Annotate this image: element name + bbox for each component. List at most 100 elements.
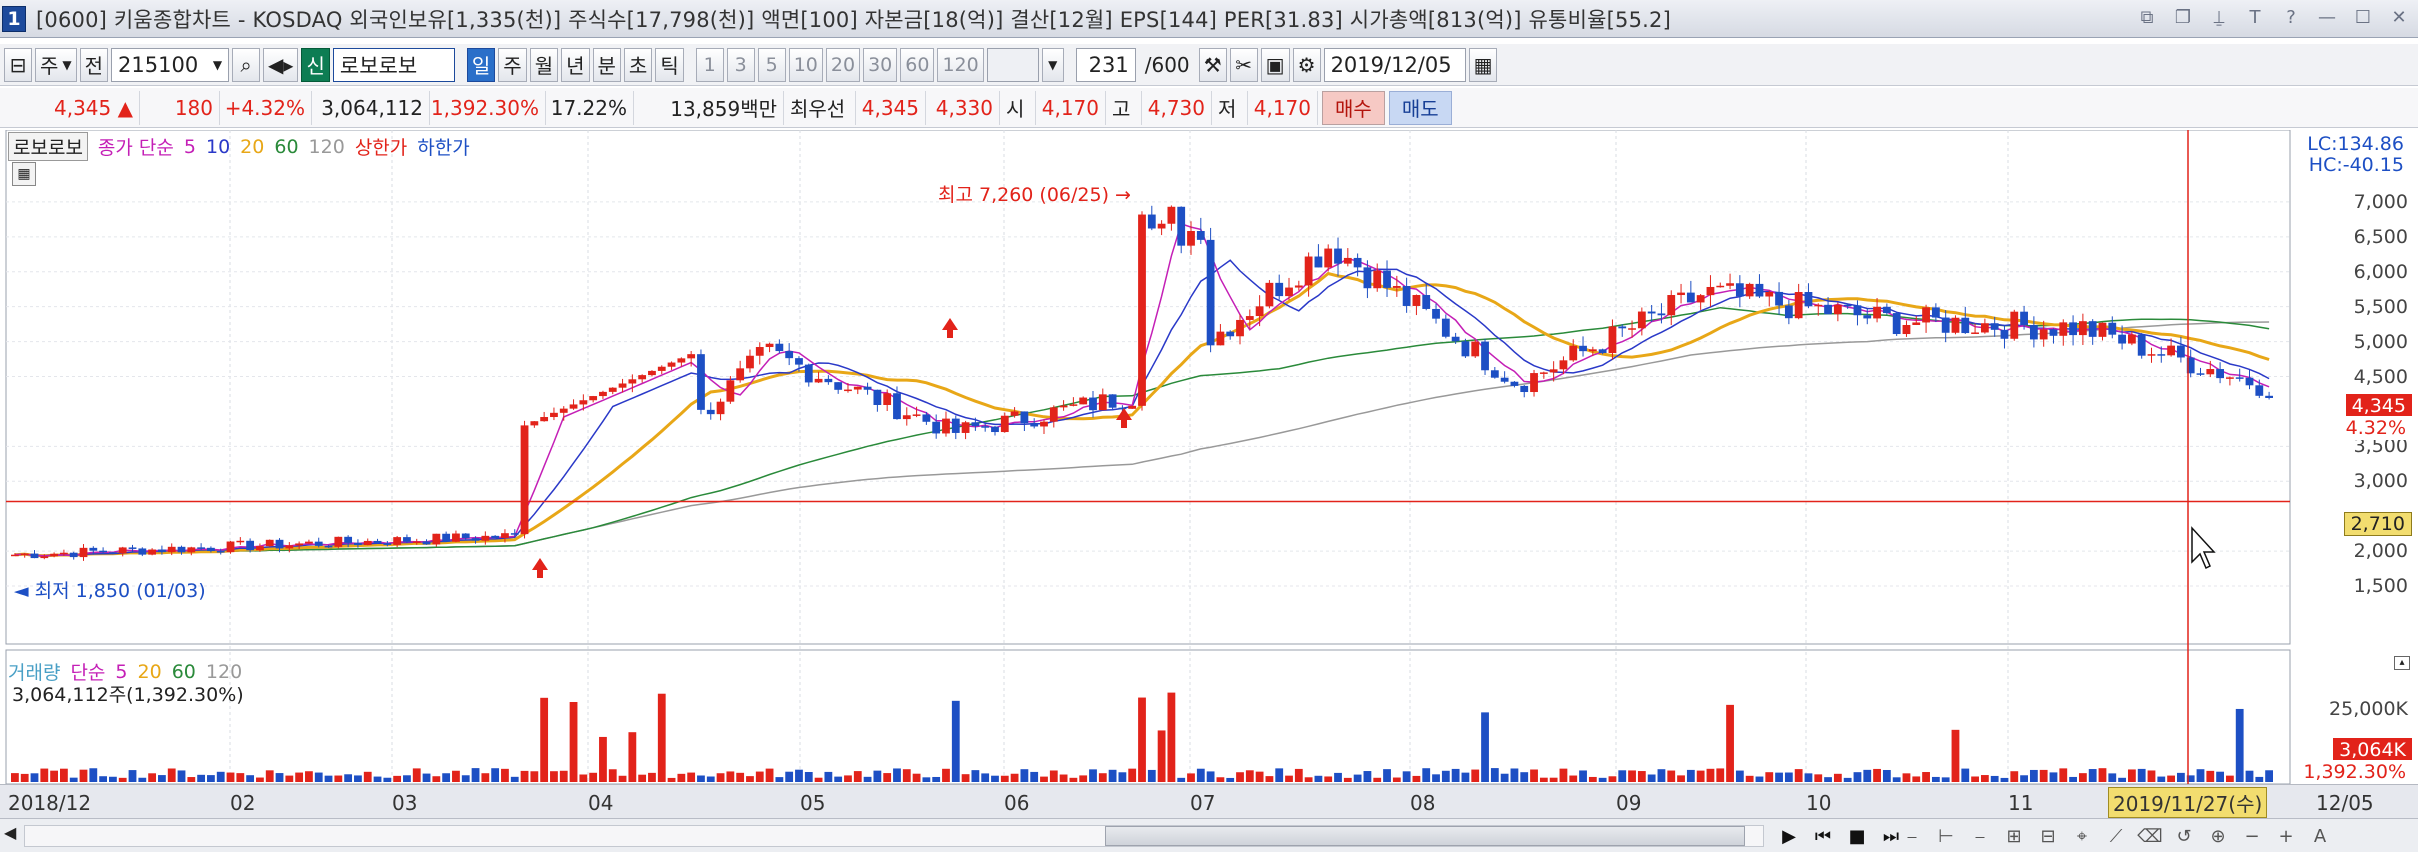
sell-button[interactable]: 매도 xyxy=(1388,90,1452,125)
zoom-slider-icon[interactable]: ⎯ xyxy=(1907,825,1917,847)
help-icon[interactable]: ? xyxy=(2286,6,2296,28)
volume-bar xyxy=(491,768,500,782)
search-icon[interactable]: ⌕ xyxy=(232,47,261,82)
price-volume-chart[interactable] xyxy=(0,130,2418,784)
pin-icon[interactable]: ⍊ xyxy=(2213,6,2225,28)
split-view-icon[interactable]: ⊞ xyxy=(2006,825,2022,847)
tab-tick[interactable]: 틱 xyxy=(655,47,684,82)
save-icon[interactable]: ▣ xyxy=(1260,47,1290,82)
layout-menu-icon[interactable]: ⊟ xyxy=(4,47,32,82)
custom-period-dropdown[interactable]: ▼ xyxy=(1041,47,1064,82)
draw-tool-icon[interactable]: ✂ xyxy=(1229,47,1258,82)
candle-body xyxy=(2108,322,2117,335)
volume-bar xyxy=(1716,768,1725,782)
prev-button[interactable]: 전 xyxy=(79,47,109,82)
copy-window-icon[interactable]: ❐ xyxy=(2174,6,2192,28)
minute-60-button[interactable]: 60 xyxy=(900,47,935,82)
candle-body xyxy=(354,542,362,546)
volume-bar xyxy=(1324,776,1333,782)
chart-area[interactable]: 로보로보 종가 단순 5 10 20 60 120 상한가 하한가 ▦ 최고 7… xyxy=(0,130,2418,784)
horizontal-scrollbar[interactable] xyxy=(24,825,1764,847)
pane-collapse-icon[interactable]: ▴ xyxy=(2394,656,2410,670)
zoom-slider-icon[interactable]: ⎯ xyxy=(1975,825,1985,847)
volume-bar xyxy=(1647,774,1656,782)
fast-forward-icon[interactable]: ⏭ xyxy=(1882,825,1900,847)
stock-code-input[interactable]: 215100 ▼ xyxy=(111,47,230,82)
add-icon[interactable]: + xyxy=(2278,825,2294,847)
candle-body xyxy=(1245,316,1254,320)
minute-3-button[interactable]: 3 xyxy=(726,47,755,82)
volume-bar xyxy=(765,768,774,782)
candle-body xyxy=(1373,270,1382,289)
trendline-icon[interactable]: ⟋ xyxy=(2109,825,2123,847)
settings-gear-icon[interactable]: ⚙ xyxy=(1292,47,1321,82)
minute-5-button[interactable]: 5 xyxy=(757,47,786,82)
tab-week[interactable]: 주 xyxy=(498,47,527,82)
buy-button[interactable]: 매수 xyxy=(1322,90,1385,125)
volume-bar xyxy=(2118,777,2126,782)
indicator-icon[interactable]: ⚒ xyxy=(1198,47,1227,82)
period-select[interactable]: 주 ▼ xyxy=(35,47,77,82)
rewind-icon[interactable]: ⏮ xyxy=(1814,825,1832,847)
candle-body xyxy=(1637,311,1646,329)
maximize-icon[interactable]: ☐ xyxy=(2354,6,2372,28)
window-title: [0600] 키움종합차트 - KOSDAQ 외국인보유[1,335(천)] 주… xyxy=(36,7,1671,32)
zoom-slider-icon[interactable]: ⊢ xyxy=(1938,825,1954,847)
scrollbar-thumb[interactable] xyxy=(1105,826,1745,846)
turnover-rate: 17.22% xyxy=(546,90,634,125)
reset-icon[interactable]: ↺ xyxy=(2176,825,2192,847)
stock-name-field[interactable]: 로보로보 xyxy=(332,47,455,82)
minute-30-button[interactable]: 30 xyxy=(863,47,898,82)
candle-body xyxy=(951,418,960,433)
eraser-icon[interactable]: ⌫ xyxy=(2137,825,2163,847)
volume-bar xyxy=(1471,769,1480,782)
candle-body xyxy=(873,389,882,405)
minimize-icon[interactable]: — xyxy=(2318,6,2336,28)
volume-bar xyxy=(2088,769,2097,782)
minute-10-button[interactable]: 10 xyxy=(788,47,823,82)
tab-day[interactable]: 일 xyxy=(466,47,496,82)
candle-body xyxy=(530,421,539,426)
stop-icon[interactable]: ■ xyxy=(1848,825,1866,847)
volume-bar xyxy=(2098,768,2107,782)
scroll-right-icon[interactable]: ▶ xyxy=(1782,825,1796,847)
minute-120-button[interactable]: 120 xyxy=(937,47,984,82)
close-icon[interactable]: ✕ xyxy=(2391,6,2407,28)
custom-period-input[interactable] xyxy=(986,47,1039,82)
candle-body xyxy=(1471,341,1480,357)
volume-bar xyxy=(1000,775,1009,782)
volume-bar xyxy=(804,771,813,782)
candle-body xyxy=(1363,267,1372,289)
stock-name-chip[interactable]: 로보로보 xyxy=(8,132,88,161)
count-input[interactable]: 231 xyxy=(1075,47,1136,82)
font-icon[interactable]: T xyxy=(2249,6,2261,28)
tab-minute[interactable]: 분 xyxy=(592,47,621,82)
crosshair-price-tag: 2,710 xyxy=(2343,512,2412,536)
volume-bar xyxy=(1588,776,1597,782)
tab-month[interactable]: 월 xyxy=(529,47,559,82)
volume-bar xyxy=(1275,768,1284,782)
text-tool-icon[interactable]: A xyxy=(2313,825,2327,847)
crosshair-icon[interactable]: ⌖ xyxy=(2076,825,2088,847)
split-view-icon[interactable]: ⊟ xyxy=(2040,825,2056,847)
restore-layout-icon[interactable]: ⧉ xyxy=(2140,6,2154,28)
scroll-left-icon[interactable]: ◀ xyxy=(4,823,17,842)
candle-body xyxy=(1187,230,1195,246)
volume-bar xyxy=(1040,776,1048,782)
minute-1-button[interactable]: 1 xyxy=(695,47,724,82)
tab-second[interactable]: 초 xyxy=(623,47,653,82)
table-view-icon[interactable]: ▦ xyxy=(12,162,36,186)
volume-bar xyxy=(1706,768,1715,782)
volume-bar xyxy=(442,773,451,782)
date-input[interactable]: 2019/12/05 xyxy=(1323,47,1466,82)
tab-year[interactable]: 년 xyxy=(561,47,590,82)
zoom-out-icon[interactable]: − xyxy=(2244,825,2260,847)
current-price-tag: 4,345 xyxy=(2345,394,2412,418)
minute-20-button[interactable]: 20 xyxy=(825,47,861,82)
calendar-icon[interactable]: ▦ xyxy=(1468,47,1498,82)
zoom-in-icon[interactable]: ⊕ xyxy=(2210,825,2226,847)
new-stock-button[interactable]: 신 xyxy=(301,47,330,82)
candle-body xyxy=(1138,214,1146,406)
stock-code-value: 215100 xyxy=(118,52,199,77)
sound-icon[interactable]: ◀▸ xyxy=(263,47,299,82)
